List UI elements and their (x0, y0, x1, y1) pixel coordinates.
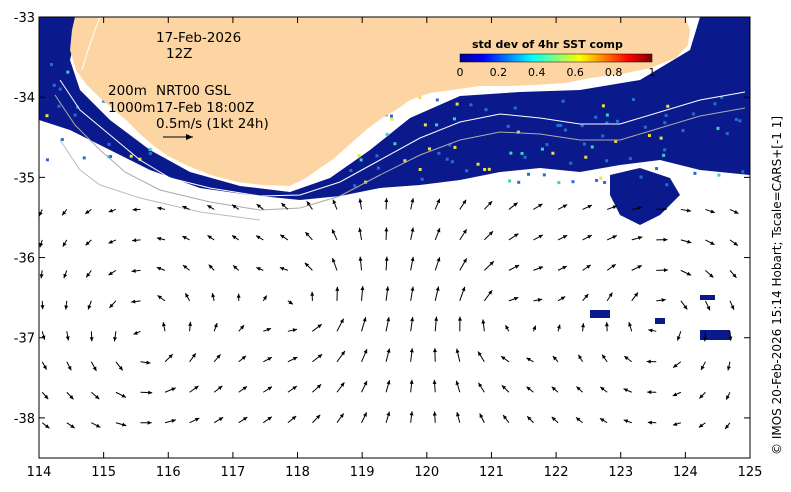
x-tick-label: 120 (414, 465, 439, 480)
colorbar-tick-label: 0.2 (490, 66, 508, 79)
y-tick-label: -35 (14, 171, 35, 186)
contour-200-label: 200m (108, 83, 147, 99)
x-tick-label: 116 (156, 465, 181, 480)
colorbar-title: std dev of 4hr SST comp (472, 38, 623, 51)
x-tick-label: 124 (673, 465, 698, 480)
valid-time-label: 17-Feb 18:00Z (156, 100, 254, 116)
colorbar-tick-label: 0 (457, 66, 464, 79)
colorbar-tick-label: 0.8 (605, 66, 623, 79)
scale-label: 0.5m/s (1kt 24h) (156, 116, 269, 132)
y-tick-label: -37 (14, 332, 35, 347)
colorbar-tick-label: 0.4 (528, 66, 546, 79)
x-tick-label: 123 (608, 465, 633, 480)
scale-arrow (163, 134, 193, 140)
colorbar-ticks: 0 0.2 0.4 0.6 0.8 1 (457, 66, 656, 79)
x-tick-label: 122 (544, 465, 569, 480)
y-tick-label: -34 (14, 91, 35, 106)
x-axis: 114 115 116 117 118 119 120 121 122 123 124 125 (27, 17, 763, 480)
y-tick-label: -38 (14, 412, 35, 427)
time-label: 12Z (166, 46, 192, 62)
colorbar (459, 53, 653, 63)
product-label: NRT00 GSL (156, 83, 231, 99)
plot-frame (38, 16, 751, 459)
y-tick-label: -36 (14, 252, 35, 267)
colorbar-tick-label: 1 (649, 66, 656, 79)
x-tick-label: 119 (350, 465, 375, 480)
contour-1000-label: 1000m (108, 100, 156, 116)
x-tick-label: 121 (479, 465, 504, 480)
bathymetry-contours (54, 17, 746, 221)
colorbar-tick-label: 0.6 (566, 66, 584, 79)
x-tick-label: 114 (27, 465, 52, 480)
x-tick-label: 117 (220, 465, 245, 480)
y-tick-label: -33 (14, 11, 35, 26)
copyright-label: © IMOS 20-Feb-2026 15:14 Hobart; Tscale=… (770, 116, 784, 455)
y-axis: -33 -34 -35 -36 -37 -38 (14, 11, 750, 427)
x-tick-label: 125 (738, 465, 763, 480)
current-vectors (39, 197, 739, 430)
date-label: 17-Feb-2026 (156, 30, 241, 46)
x-tick-label: 115 (91, 465, 116, 480)
x-tick-label: 118 (285, 465, 310, 480)
